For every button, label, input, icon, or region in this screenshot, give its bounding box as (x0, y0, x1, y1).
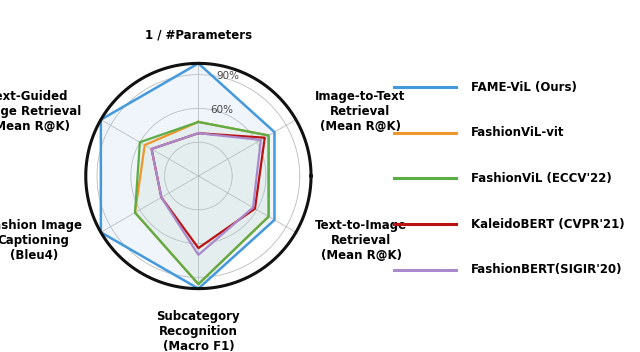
Text: FashionViL (ECCV'22): FashionViL (ECCV'22) (471, 172, 612, 185)
Text: Text-to-Image
Retrieval
(Mean R@K): Text-to-Image Retrieval (Mean R@K) (315, 219, 407, 262)
Text: FashionBERT(SIGIR'20): FashionBERT(SIGIR'20) (471, 263, 623, 276)
Text: Image-to-Text
Retrieval
(Mean R@K): Image-to-Text Retrieval (Mean R@K) (315, 90, 406, 133)
Polygon shape (135, 122, 269, 284)
Text: 90%: 90% (216, 71, 239, 81)
Text: Fashion Image
Captioning
(Bleu4): Fashion Image Captioning (Bleu4) (0, 219, 82, 262)
Polygon shape (101, 63, 275, 289)
Text: 60%: 60% (211, 105, 234, 114)
Text: 1 / #Parameters: 1 / #Parameters (145, 29, 252, 42)
Text: FashionViL-vit: FashionViL-vit (471, 126, 564, 139)
Text: KaleidoBERT (CVPR'21): KaleidoBERT (CVPR'21) (471, 218, 625, 231)
Text: Text-Guided
Image Retrieval
(Mean R@K): Text-Guided Image Retrieval (Mean R@K) (0, 90, 82, 133)
Text: FAME-ViL (Ours): FAME-ViL (Ours) (471, 81, 577, 94)
Text: Subcategory
Recognition
(Macro F1): Subcategory Recognition (Macro F1) (157, 310, 240, 352)
